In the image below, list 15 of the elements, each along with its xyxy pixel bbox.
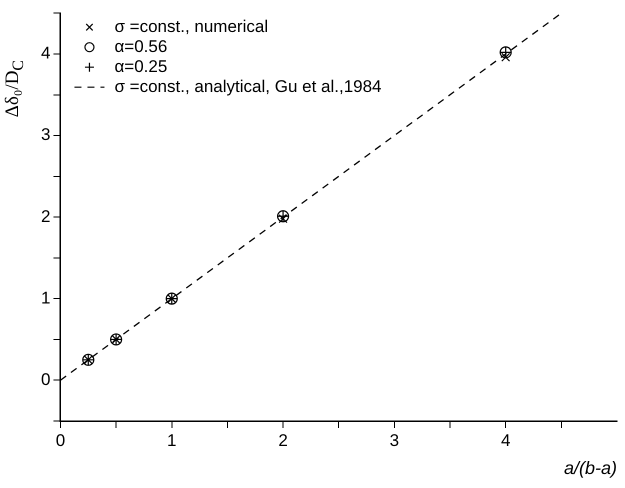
legend-label: σ =const., analytical, Gu et al.,1984 bbox=[114, 76, 382, 96]
legend-label: σ =const., numerical bbox=[114, 16, 268, 36]
legend-label: α=0.56 bbox=[114, 36, 168, 56]
x-tick-label: 0 bbox=[56, 430, 66, 450]
y-tick-label: 4 bbox=[40, 44, 50, 63]
x-tick-label: 4 bbox=[500, 430, 510, 450]
x-axis-title: a/(b-a) bbox=[564, 458, 617, 478]
y-tick-label: 3 bbox=[40, 125, 50, 144]
x-tick-label: 3 bbox=[390, 430, 400, 450]
x-tick-label: 1 bbox=[167, 430, 176, 450]
y-tick-label: 0 bbox=[40, 370, 50, 389]
y-tick-label: 2 bbox=[40, 206, 50, 226]
legend-label: α=0.25 bbox=[114, 56, 168, 76]
y-tick-label: 1 bbox=[40, 288, 50, 308]
x-tick-label: 2 bbox=[278, 430, 288, 450]
